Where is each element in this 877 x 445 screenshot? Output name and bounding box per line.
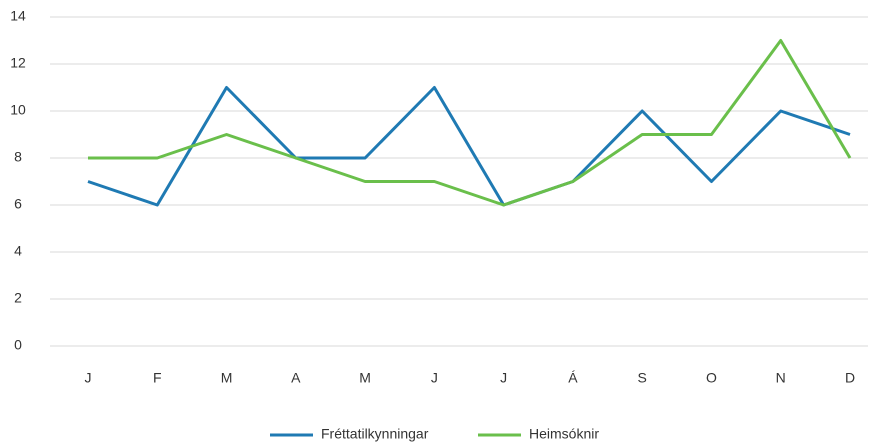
series-line (87, 86, 851, 207)
y-tick-label: 8 (14, 149, 22, 165)
y-tick-label: 4 (14, 243, 22, 259)
y-tick-label: 6 (14, 196, 22, 212)
x-tick-label: N (776, 370, 786, 386)
y-tick-label: 0 (14, 337, 22, 353)
y-tick-label: 12 (10, 55, 26, 71)
x-tick-label: M (359, 370, 371, 386)
legend-label: Fréttatilkynningar (321, 426, 429, 442)
x-tick-label: J (431, 370, 438, 386)
x-tick-label: S (638, 370, 647, 386)
x-tick-label: Á (568, 370, 578, 386)
x-tick-label: O (706, 370, 717, 386)
x-tick-label: D (845, 370, 855, 386)
x-tick-label: J (85, 370, 92, 386)
y-tick-label: 10 (10, 102, 26, 118)
x-tick-label: J (500, 370, 507, 386)
legend-label: Heimsóknir (529, 426, 599, 442)
y-tick-label: 14 (10, 8, 26, 24)
series-line (88, 39, 852, 207)
y-tick-label: 2 (14, 290, 22, 306)
x-tick-label: F (153, 370, 162, 386)
x-tick-label: M (221, 370, 233, 386)
x-tick-label: A (291, 370, 301, 386)
